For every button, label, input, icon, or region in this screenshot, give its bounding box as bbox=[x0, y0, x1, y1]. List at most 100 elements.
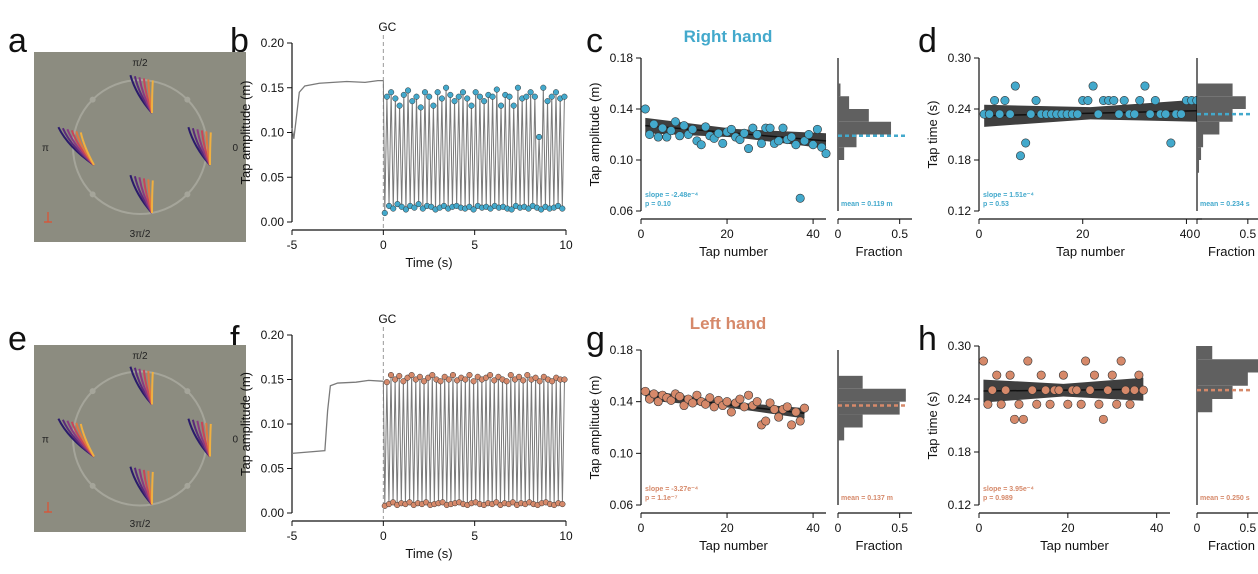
panel-letter-b: b bbox=[230, 22, 249, 60]
x-tick-label: 40 bbox=[1180, 227, 1194, 241]
y-tick-label: 0.06 bbox=[610, 498, 634, 512]
data-point bbox=[1107, 370, 1117, 380]
phase-label-right: 0 bbox=[232, 143, 238, 154]
data-point bbox=[675, 391, 685, 401]
peak-point bbox=[489, 93, 496, 100]
data-point bbox=[1119, 96, 1129, 106]
data-point bbox=[1134, 370, 1144, 380]
data-point bbox=[778, 123, 788, 133]
stats-annotation: slope = -2.48e⁻⁴ bbox=[645, 192, 699, 199]
mean-label: mean = 0.234 s bbox=[1200, 201, 1250, 208]
data-point bbox=[1072, 385, 1082, 395]
data-point bbox=[984, 109, 994, 119]
data-point bbox=[1018, 414, 1028, 424]
data-point bbox=[722, 397, 732, 407]
data-point bbox=[645, 130, 655, 140]
mean-label: mean = 0.137 m bbox=[841, 495, 893, 502]
hist-x-tick-label: 0.5 bbox=[891, 521, 908, 535]
y-tick-label: 0.05 bbox=[261, 462, 285, 476]
data-point bbox=[1027, 385, 1037, 395]
x-tick-label: 20 bbox=[720, 521, 734, 535]
data-point bbox=[774, 136, 784, 146]
data-point bbox=[666, 126, 676, 136]
peak-point bbox=[449, 372, 457, 379]
hist-bar bbox=[1197, 372, 1248, 386]
data-point bbox=[795, 416, 805, 426]
chart-panel-b: 0.00 0.05 0.10 0.15 0.20 -5 0 5 10 Time (s) Tap am… bbox=[238, 20, 573, 270]
peak-point bbox=[507, 372, 514, 379]
peak-point bbox=[466, 372, 473, 379]
data-point bbox=[821, 149, 831, 159]
hist-bar bbox=[838, 401, 900, 415]
finger-trajectory bbox=[209, 132, 212, 166]
peak-point bbox=[561, 93, 568, 100]
hist-x-tick-label: 0.5 bbox=[891, 227, 908, 241]
finger-trajectory bbox=[151, 471, 154, 505]
data-point bbox=[1021, 138, 1031, 148]
peak-point bbox=[544, 98, 551, 105]
peak-point bbox=[426, 93, 433, 100]
peak-point bbox=[536, 133, 543, 141]
y-tick-label: 0.18 bbox=[948, 445, 972, 459]
hist-bar bbox=[1197, 134, 1204, 148]
mean-label: mean = 0.119 m bbox=[841, 201, 893, 208]
data-point bbox=[752, 130, 762, 140]
y-tick-label: 0.06 bbox=[610, 204, 634, 218]
trough-point bbox=[402, 206, 409, 213]
data-point bbox=[649, 389, 659, 399]
direction-arrow-icon bbox=[184, 482, 191, 489]
data-point bbox=[679, 121, 689, 131]
y-axis-label: Tap time (s) bbox=[925, 392, 940, 460]
peak-point bbox=[462, 376, 469, 383]
data-point bbox=[1023, 356, 1033, 366]
data-point bbox=[748, 123, 758, 133]
data-point bbox=[1121, 385, 1131, 395]
data-point bbox=[675, 131, 685, 141]
y-tick-label: 0.30 bbox=[948, 339, 972, 353]
data-point bbox=[726, 407, 736, 417]
data-point bbox=[1098, 414, 1108, 424]
data-point bbox=[791, 407, 801, 417]
data-point bbox=[1041, 385, 1051, 395]
direction-arrow-icon bbox=[89, 388, 96, 395]
peak-point bbox=[443, 84, 450, 91]
stats-annotation: slope = -3.27e⁻⁴ bbox=[645, 486, 699, 493]
peak-point bbox=[527, 89, 534, 96]
data-point bbox=[735, 394, 745, 404]
hist-x-tick-label: 0 bbox=[835, 227, 842, 241]
x-tick-label: -5 bbox=[287, 529, 298, 543]
data-point bbox=[744, 144, 754, 154]
baseline-trace bbox=[291, 79, 384, 139]
event-label: GC bbox=[378, 20, 396, 34]
peak-point bbox=[491, 377, 498, 384]
y-tick-label: 0.14 bbox=[610, 102, 634, 116]
hist-bar bbox=[838, 96, 850, 109]
data-point bbox=[1073, 109, 1083, 119]
x-tick-label: 0 bbox=[976, 521, 983, 535]
hist-bar bbox=[838, 134, 857, 148]
peak-point bbox=[416, 373, 423, 380]
peak-point bbox=[468, 102, 475, 109]
panel-letter-e: e bbox=[8, 320, 27, 358]
data-point bbox=[1063, 399, 1073, 409]
peak-point bbox=[540, 84, 547, 91]
hist-bar bbox=[838, 388, 906, 402]
data-point bbox=[670, 117, 680, 127]
finger-trajectory bbox=[79, 132, 95, 166]
axes-gizmo-icon bbox=[44, 502, 52, 513]
peak-point bbox=[497, 102, 505, 109]
data-point bbox=[799, 403, 809, 413]
data-point bbox=[808, 140, 818, 150]
x-axis-label: Tap number bbox=[699, 244, 768, 259]
direction-arrow-icon bbox=[184, 191, 191, 198]
data-point bbox=[787, 132, 797, 142]
x-axis-label: Tap number bbox=[1040, 538, 1109, 553]
data-point bbox=[658, 123, 668, 133]
data-point bbox=[1085, 385, 1095, 395]
y-tick-label: 0.20 bbox=[261, 328, 285, 342]
data-point bbox=[995, 109, 1005, 119]
panel-letter-d: d bbox=[918, 22, 937, 60]
peak-point bbox=[523, 93, 530, 100]
hist-x-tick-label: 0 bbox=[1194, 521, 1201, 535]
finger-trajectory bbox=[151, 371, 154, 405]
